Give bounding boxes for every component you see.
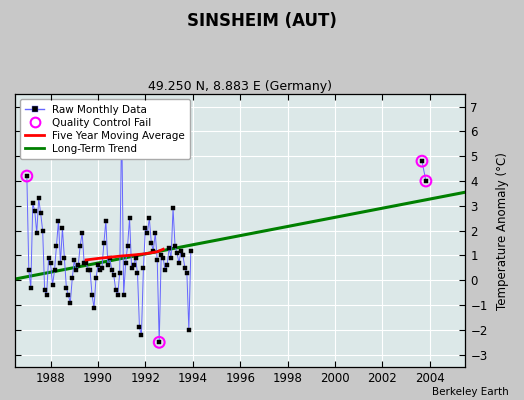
- Raw Monthly Data: [105, 263, 111, 268]
- Quality Control Fail: [23, 173, 31, 179]
- Five Year Moving Average: [142, 251, 148, 256]
- Raw Monthly Data: [118, 116, 125, 121]
- Text: SINSHEIM (AUT): SINSHEIM (AUT): [187, 12, 337, 30]
- Line: Five Year Moving Average: Five Year Moving Average: [86, 249, 163, 260]
- Five Year Moving Average: [118, 254, 125, 258]
- Five Year Moving Average: [154, 249, 160, 254]
- Five Year Moving Average: [95, 256, 101, 261]
- Five Year Moving Average: [160, 247, 166, 252]
- Quality Control Fail: [155, 339, 163, 346]
- Raw Monthly Data: [97, 268, 103, 273]
- Text: Berkeley Earth: Berkeley Earth: [432, 387, 508, 397]
- Raw Monthly Data: [160, 256, 166, 260]
- Quality Control Fail: [117, 116, 126, 122]
- Five Year Moving Average: [107, 255, 113, 260]
- Title: 49.250 N, 8.883 E (Germany): 49.250 N, 8.883 E (Germany): [148, 80, 332, 93]
- Raw Monthly Data: [24, 174, 30, 178]
- Raw Monthly Data: [150, 248, 157, 253]
- Quality Control Fail: [422, 178, 430, 184]
- Five Year Moving Average: [83, 258, 89, 262]
- Raw Monthly Data: [26, 268, 32, 273]
- Five Year Moving Average: [130, 252, 137, 257]
- Y-axis label: Temperature Anomaly (°C): Temperature Anomaly (°C): [496, 152, 509, 310]
- Raw Monthly Data: [156, 340, 162, 345]
- Raw Monthly Data: [188, 248, 194, 253]
- Legend: Raw Monthly Data, Quality Control Fail, Five Year Moving Average, Long-Term Tren: Raw Monthly Data, Quality Control Fail, …: [20, 99, 190, 159]
- Quality Control Fail: [418, 158, 426, 164]
- Line: Raw Monthly Data: Raw Monthly Data: [25, 118, 192, 344]
- Raw Monthly Data: [34, 231, 40, 236]
